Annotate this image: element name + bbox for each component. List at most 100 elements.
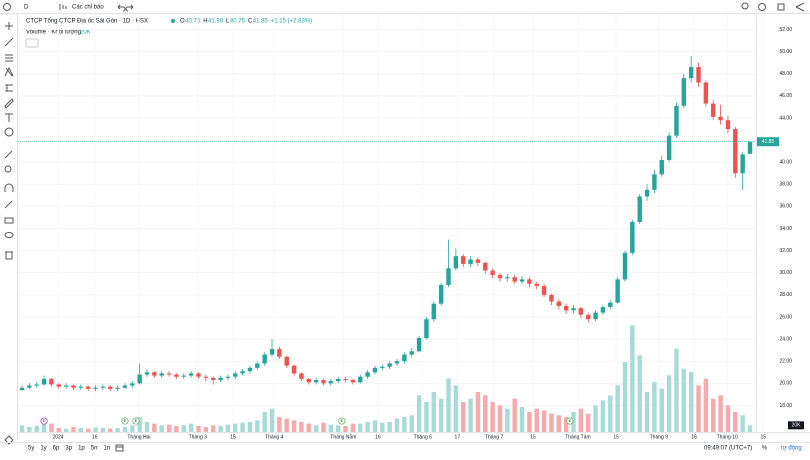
event-marker[interactable] bbox=[338, 417, 346, 425]
volume-bar bbox=[688, 372, 694, 432]
candle-body bbox=[291, 365, 297, 374]
y-tick-label: 36.00 bbox=[779, 204, 792, 210]
event-label[interactable]: E bbox=[569, 418, 572, 423]
settings[interactable] bbox=[758, 3, 766, 11]
volume-bar bbox=[313, 425, 319, 432]
event-label[interactable]: E bbox=[124, 418, 127, 423]
collapse-button[interactable] bbox=[25, 38, 39, 48]
candle-body bbox=[688, 67, 694, 79]
volume-value: 20K bbox=[80, 30, 91, 36]
indicators-icon[interactable] bbox=[59, 4, 67, 10]
event-marker[interactable] bbox=[566, 417, 574, 425]
volume-tick-label: 20K bbox=[792, 423, 802, 429]
volume-bar bbox=[284, 418, 289, 432]
y-tick-label: 48.00 bbox=[779, 71, 792, 77]
volume-bar bbox=[600, 400, 606, 432]
candle-body bbox=[431, 303, 437, 320]
event-marker[interactable] bbox=[40, 417, 48, 425]
event-label[interactable]: D bbox=[43, 418, 46, 423]
brush-tool[interactable] bbox=[4, 98, 14, 109]
range-button[interactable]: 3p bbox=[65, 446, 72, 452]
x-tick-label: Tháng 4 bbox=[265, 434, 284, 440]
measure-tool[interactable] bbox=[4, 150, 13, 159]
x-tick-label: Tháng 10 bbox=[717, 434, 738, 440]
candle-body bbox=[593, 312, 598, 320]
pattern-tool[interactable] bbox=[4, 66, 14, 77]
volume-bar bbox=[115, 428, 120, 432]
volume-bar bbox=[181, 425, 186, 432]
hide-tool[interactable] bbox=[4, 232, 14, 238]
volume-bar bbox=[527, 412, 532, 432]
share[interactable] bbox=[795, 2, 805, 12]
volume-bar bbox=[505, 408, 510, 432]
redo[interactable] bbox=[125, 4, 134, 12]
x-tick-label: Tháng Tám bbox=[565, 434, 590, 440]
delete-tool[interactable] bbox=[5, 251, 13, 260]
crosshair-tool[interactable] bbox=[5, 22, 13, 30]
range-button[interactable]: 5n bbox=[91, 446, 98, 452]
volume-bar bbox=[740, 415, 745, 432]
candle-body bbox=[586, 314, 591, 320]
volume-bar bbox=[402, 417, 407, 432]
trend-line-tool[interactable] bbox=[4, 37, 14, 47]
icon-tool[interactable] bbox=[4, 127, 14, 137]
candle-body bbox=[56, 384, 61, 387]
range-button[interactable]: 1p bbox=[78, 446, 85, 452]
x-tick-label: 15 bbox=[760, 434, 766, 440]
draw-mode-tool[interactable] bbox=[4, 200, 13, 209]
auto-toggle[interactable]: tự động bbox=[781, 446, 802, 452]
y-tick-label: 26.00 bbox=[779, 314, 792, 320]
legend-value: 41.90 bbox=[208, 19, 224, 25]
volume-bar bbox=[681, 368, 687, 432]
add-symbol[interactable] bbox=[3, 3, 11, 11]
text-tool[interactable] bbox=[5, 113, 13, 122]
legend-value: 40.75 bbox=[230, 19, 246, 25]
range-button[interactable]: 1y bbox=[40, 446, 46, 452]
event-label[interactable]: E bbox=[135, 418, 138, 423]
volume-bar bbox=[586, 413, 591, 432]
magnet-tool[interactable] bbox=[4, 183, 14, 192]
lock-tool[interactable] bbox=[4, 217, 14, 224]
volume-bar bbox=[453, 385, 459, 432]
candle-body bbox=[181, 375, 186, 377]
volume-bar bbox=[247, 422, 253, 432]
candle-body bbox=[122, 385, 128, 388]
candle-body bbox=[203, 376, 209, 378]
legend-change: +1.15 (+2.83%) bbox=[271, 19, 312, 25]
range-button[interactable]: 1n bbox=[103, 446, 110, 452]
y-tick-label: 20.00 bbox=[779, 381, 792, 387]
candle-body bbox=[321, 380, 326, 384]
volume-bar bbox=[291, 420, 297, 432]
event-label[interactable]: E bbox=[341, 418, 344, 423]
percent-toggle[interactable]: % bbox=[762, 446, 768, 452]
indicators-button[interactable]: Các chỉ báo bbox=[72, 4, 104, 11]
x-tick-label: 16 bbox=[92, 434, 98, 440]
date-range-icon[interactable] bbox=[115, 444, 124, 452]
volume-bar bbox=[233, 423, 238, 432]
fib-tool[interactable] bbox=[5, 54, 13, 62]
projection-tool[interactable] bbox=[5, 84, 13, 92]
last-price-box bbox=[757, 137, 779, 147]
candle-body bbox=[313, 380, 319, 383]
snapshot[interactable] bbox=[777, 3, 785, 11]
range-button[interactable]: 6p bbox=[53, 446, 60, 452]
zoom-tool[interactable] bbox=[4, 165, 12, 173]
interval[interactable]: D bbox=[24, 5, 29, 11]
candle-body bbox=[409, 351, 414, 355]
volume-bar bbox=[19, 425, 25, 432]
candle-body bbox=[490, 270, 495, 275]
search[interactable] bbox=[741, 2, 749, 10]
event-marker[interactable] bbox=[132, 417, 140, 425]
range-button[interactable]: 5y bbox=[28, 446, 34, 452]
undo[interactable] bbox=[117, 4, 126, 12]
candle-body bbox=[696, 67, 701, 83]
x-tick-label: Tháng Năm bbox=[330, 434, 356, 440]
x-tick-label: Tháng 9 bbox=[650, 434, 669, 440]
candle-body bbox=[703, 82, 709, 104]
y-tick-label: 24.00 bbox=[779, 336, 792, 342]
candle-body bbox=[262, 354, 267, 364]
candle-body bbox=[468, 259, 473, 264]
event-marker[interactable] bbox=[121, 417, 129, 425]
candle-body bbox=[497, 274, 503, 279]
volume-bar bbox=[497, 405, 503, 432]
